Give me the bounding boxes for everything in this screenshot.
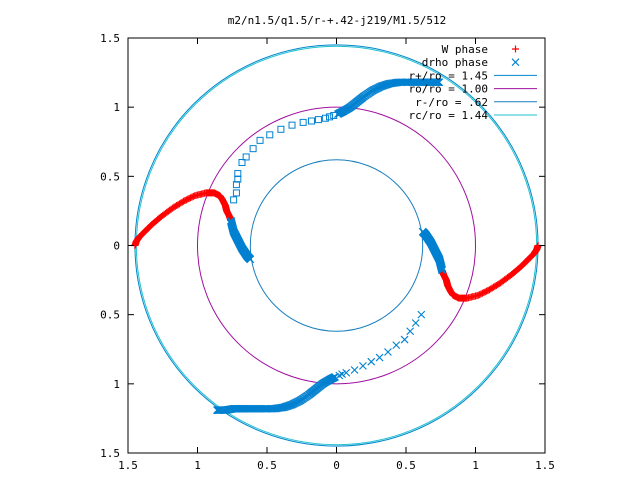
data-point (238, 159, 246, 166)
y-tick-label: 1.5 (100, 32, 120, 45)
legend-marker (512, 45, 519, 53)
y-axis: 1.5 1 0.5 0 0.5 1 1.5 (100, 32, 545, 460)
data-point (359, 361, 367, 370)
x-tick-label: 1.5 (535, 459, 555, 472)
data-point (321, 114, 329, 122)
chart-title: m2/n1.5/q1.5/r-+.42-j219/M1.5/512 (228, 14, 447, 27)
series-2 (213, 78, 447, 415)
x-tick-label: 1.5 (118, 459, 138, 472)
y-tick-label: 0 (113, 240, 120, 253)
data-point (232, 189, 240, 197)
y-tick-label: 1.5 (100, 447, 120, 460)
data-point (288, 121, 296, 129)
data-point (314, 116, 322, 124)
data-point (367, 357, 376, 366)
data-point (342, 368, 351, 377)
data-point (299, 118, 307, 126)
data-point (411, 319, 420, 327)
legend-label: drho phase (422, 56, 488, 69)
data-point (234, 170, 242, 178)
series-4 (230, 111, 338, 204)
data-point (350, 366, 359, 374)
circle-3 (249, 159, 424, 332)
legend-label: W phase (442, 43, 488, 56)
legend-label: ro/ro = 1.00 (409, 83, 488, 96)
y-tick-label: 1 (113, 101, 120, 114)
data-point (246, 255, 255, 264)
data-point (418, 227, 427, 236)
series-1 (131, 189, 542, 302)
x-tick-label: 0.5 (396, 459, 416, 472)
legend-label: rc/ro = 1.44 (409, 109, 489, 122)
x-tick-label: 1 (194, 459, 201, 472)
data-point (392, 341, 401, 349)
data-point (242, 153, 250, 161)
legend-label: r-/ro = .62 (415, 96, 488, 109)
legend-marker (511, 58, 520, 67)
y-tick-label: 0.5 (100, 309, 120, 322)
x-axis: 1.5 1 0.5 0 0.5 1 1.5 (118, 38, 555, 472)
data-point (406, 327, 415, 336)
data-point (277, 125, 285, 133)
data-point (417, 310, 426, 319)
y-tick-label: 0.5 (100, 170, 120, 183)
data-point (213, 406, 221, 415)
data-point (384, 348, 392, 356)
data-point (307, 117, 315, 125)
data-point (435, 78, 444, 87)
data-point (335, 371, 344, 380)
data-point (230, 196, 238, 204)
data-point (266, 131, 274, 139)
circle-2 (197, 106, 476, 385)
data-point (256, 136, 264, 144)
y-tick-label: 1 (113, 378, 120, 391)
data-point (249, 145, 257, 153)
data-point (375, 353, 384, 362)
series-3 (335, 310, 426, 380)
x-tick-label: 1 (472, 459, 479, 472)
x-tick-label: 0 (333, 459, 340, 472)
data-point (400, 335, 409, 344)
data-point (330, 111, 338, 119)
legend-label: r+/ro = 1.45 (409, 69, 488, 82)
x-tick-label: 0.5 (257, 459, 277, 472)
data-layer (131, 44, 542, 447)
data-point (326, 113, 334, 121)
